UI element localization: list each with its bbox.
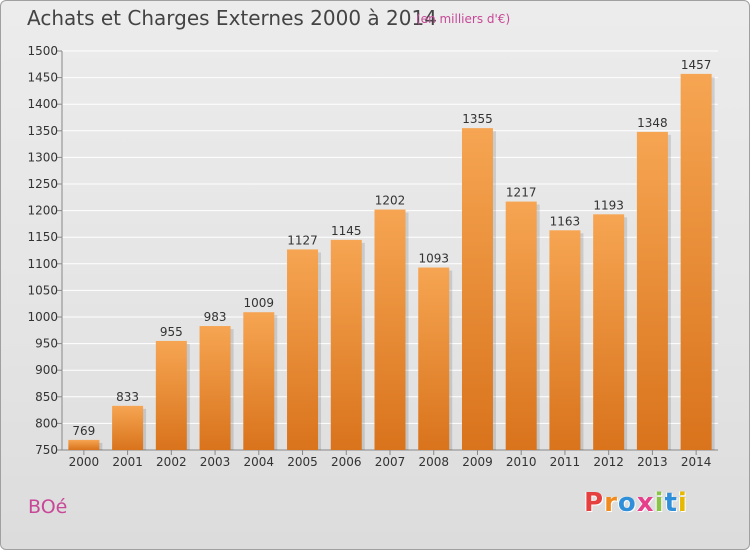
x-tick-label-2006: 2006 <box>331 455 362 469</box>
data-label-2007: 1202 <box>375 194 406 208</box>
bar-2000 <box>68 439 100 450</box>
x-tick-label-2012: 2012 <box>593 455 624 469</box>
data-label-2006: 1145 <box>331 224 362 238</box>
logo-letter: i <box>654 488 665 518</box>
bar-2012 <box>593 214 625 450</box>
bar-2013 <box>636 131 668 450</box>
proxiti-logo: Proxiti <box>584 488 688 518</box>
logo-letter: P <box>584 488 605 518</box>
bar-2009 <box>461 128 493 450</box>
y-tick-label: 1350 <box>27 124 58 138</box>
x-axis-ticks: 2000 2001 2002 2003 2004 2005 2006 2007 2008 2009… <box>69 450 712 469</box>
y-tick-label: 1400 <box>27 97 58 111</box>
logo-letter: r <box>604 488 618 518</box>
data-label-2012: 1193 <box>593 198 624 212</box>
data-labels: 769 833 955 983 1009 1127 1145 1202 1093 1355 1217… <box>72 58 711 438</box>
data-label-2003: 983 <box>204 310 227 324</box>
y-tick-label: 750 <box>35 443 58 457</box>
x-tick-label-2005: 2005 <box>287 455 318 469</box>
y-tick-label: 800 <box>35 416 58 430</box>
x-tick-label-2001: 2001 <box>112 455 143 469</box>
bar-2004 <box>243 312 275 450</box>
bar-2008 <box>418 267 450 450</box>
y-tick-label: 1100 <box>27 257 58 271</box>
x-tick-label-2010: 2010 <box>506 455 537 469</box>
x-tick-label-2007: 2007 <box>375 455 406 469</box>
y-tick-label: 950 <box>35 337 58 351</box>
y-tick-label: 1200 <box>27 204 58 218</box>
bars <box>68 73 715 450</box>
y-tick-label: 1250 <box>27 177 58 191</box>
data-label-2011: 1163 <box>550 214 581 228</box>
y-tick-label: 900 <box>35 363 58 377</box>
chart-unit-subtitle: (en milliers d'€) <box>416 12 511 26</box>
commune-name: BOé <box>28 496 68 518</box>
x-tick-label-2011: 2011 <box>550 455 581 469</box>
bar-2002 <box>155 340 187 450</box>
data-label-2010: 1217 <box>506 186 537 200</box>
bar-2003 <box>199 326 231 450</box>
logo-letter: o <box>617 488 637 518</box>
logo-letter: t <box>664 488 678 518</box>
bar-2006 <box>330 239 362 450</box>
x-tick-label-2013: 2013 <box>637 455 668 469</box>
y-tick-label: 1000 <box>27 310 58 324</box>
y-tick-label: 1050 <box>27 283 58 297</box>
x-tick-label-2002: 2002 <box>156 455 187 469</box>
logo-letter: x <box>636 488 655 518</box>
y-tick-label: 1150 <box>27 230 58 244</box>
y-tick-label: 850 <box>35 390 58 404</box>
logo-letter: i <box>677 488 688 518</box>
x-tick-label-2000: 2000 <box>69 455 100 469</box>
y-axis-ticks: 750 800 850 900 950 1000 1050 1100 1150 1200 1250 1… <box>27 44 62 457</box>
data-label-2008: 1093 <box>418 252 449 266</box>
data-label-2009: 1355 <box>462 112 493 126</box>
x-tick-label-2004: 2004 <box>244 455 275 469</box>
data-label-2013: 1348 <box>637 116 668 130</box>
data-label-2001: 833 <box>116 390 139 404</box>
y-tick-label: 1450 <box>27 71 58 85</box>
data-label-2000: 769 <box>72 424 95 438</box>
bar-2011 <box>549 230 581 450</box>
bar-2010 <box>505 201 537 450</box>
bar-2005 <box>287 249 319 450</box>
bar-2007 <box>374 209 406 450</box>
bar-2001 <box>112 405 144 450</box>
chart-title: Achats et Charges Externes 2000 à 2014 <box>27 6 437 30</box>
bar-2014 <box>680 73 712 450</box>
data-label-2004: 1009 <box>244 296 275 310</box>
y-tick-label: 1500 <box>27 44 58 58</box>
x-tick-label-2008: 2008 <box>418 455 449 469</box>
x-tick-label-2014: 2014 <box>681 455 712 469</box>
data-label-2005: 1127 <box>287 233 318 247</box>
x-tick-label-2009: 2009 <box>462 455 493 469</box>
y-tick-label: 1300 <box>27 150 58 164</box>
data-label-2014: 1457 <box>681 58 712 72</box>
data-label-2002: 955 <box>160 325 183 339</box>
x-tick-label-2003: 2003 <box>200 455 231 469</box>
